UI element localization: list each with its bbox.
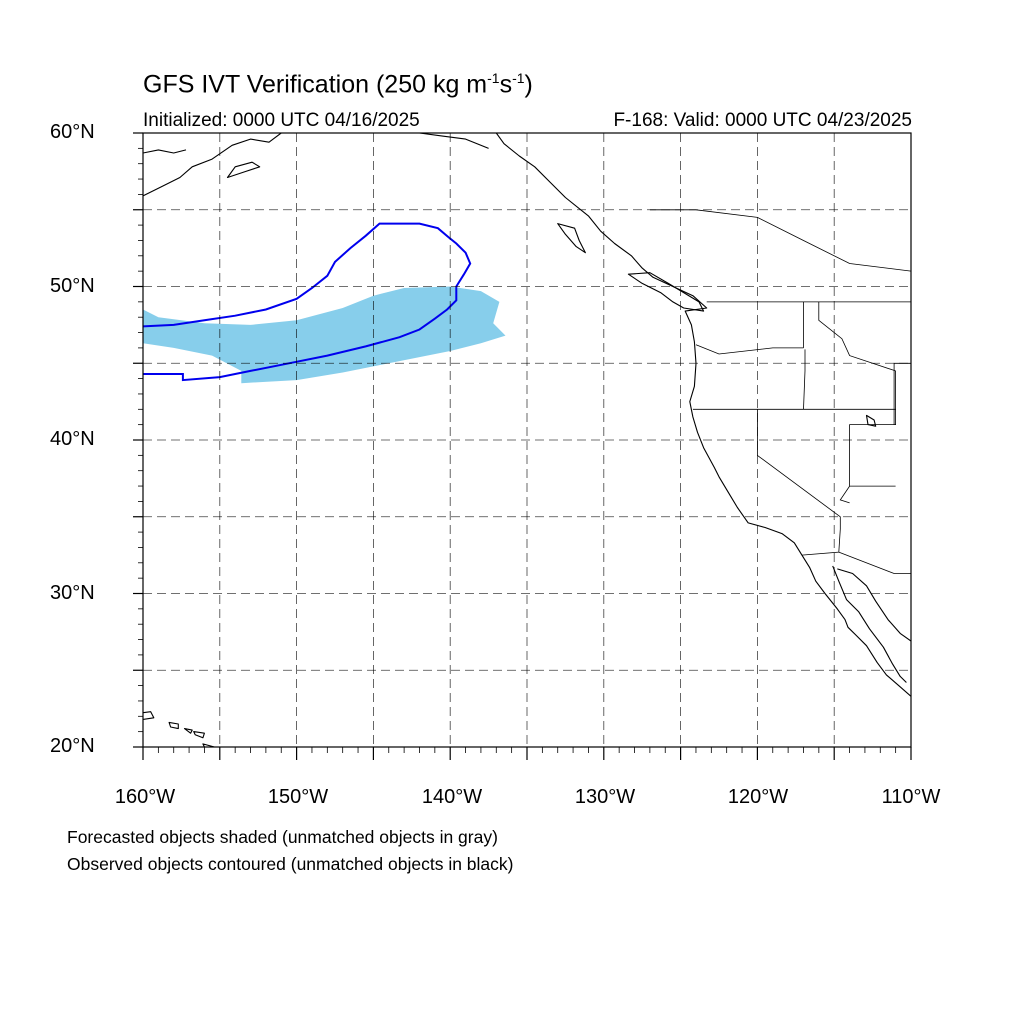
lat-label-50n: 50°N bbox=[50, 275, 95, 297]
political-border bbox=[757, 409, 841, 556]
initialized-label: Initialized: 0000 UTC 04/16/2025 bbox=[143, 110, 420, 131]
lat-label-30n: 30°N bbox=[50, 582, 95, 604]
observed-note: Observed objects contoured (unmatched ob… bbox=[67, 854, 514, 874]
lon-label-160w: 160°W bbox=[114, 786, 176, 808]
lat-label-40n: 40°N bbox=[50, 428, 95, 450]
political-border bbox=[818, 301, 896, 372]
forecast-note: Forecasted objects shaded (unmatched obj… bbox=[67, 827, 498, 847]
coastline-alaska-peninsula bbox=[143, 133, 282, 197]
coastline-alaska-bristol bbox=[143, 149, 187, 154]
hawaii-island bbox=[193, 731, 205, 739]
hawaii-island bbox=[202, 743, 217, 747]
hawaii-island bbox=[143, 711, 155, 720]
vancouver-island bbox=[627, 272, 705, 312]
political-border bbox=[838, 551, 911, 574]
coastline-baja-east bbox=[832, 565, 907, 683]
political-border bbox=[649, 209, 911, 272]
haida-gwaii bbox=[557, 223, 586, 254]
plot-title: GFS IVT Verification (250 kg m-1s-1) bbox=[143, 70, 533, 99]
political-border bbox=[839, 485, 850, 504]
forecast-object-shading bbox=[143, 286, 506, 384]
hawaii-island bbox=[183, 728, 193, 734]
political-border bbox=[803, 349, 806, 410]
lon-label-110w: 110°W bbox=[881, 786, 941, 808]
lon-label-140w: 140°W bbox=[421, 786, 483, 808]
map-content bbox=[143, 133, 911, 747]
kodiak-island bbox=[226, 161, 261, 179]
coastline-mexico bbox=[837, 568, 911, 642]
coastline-gulf-of-alaska bbox=[350, 133, 489, 149]
lon-label-130w: 130°W bbox=[574, 786, 636, 808]
lat-label-60n: 60°N bbox=[50, 121, 95, 143]
lat-label-20n: 20°N bbox=[50, 735, 95, 757]
lon-label-150w: 150°W bbox=[267, 786, 329, 808]
observed-object-contour bbox=[143, 222, 472, 382]
political-border bbox=[695, 344, 804, 355]
hawaii-island bbox=[168, 721, 179, 730]
lon-label-120w: 120°W bbox=[727, 786, 789, 808]
political-border bbox=[893, 362, 911, 425]
valid-time-label: F-168: Valid: 0000 UTC 04/23/2025 bbox=[613, 110, 912, 131]
coastline-north-america bbox=[495, 133, 911, 697]
lake bbox=[865, 414, 877, 427]
political-border bbox=[849, 370, 896, 487]
